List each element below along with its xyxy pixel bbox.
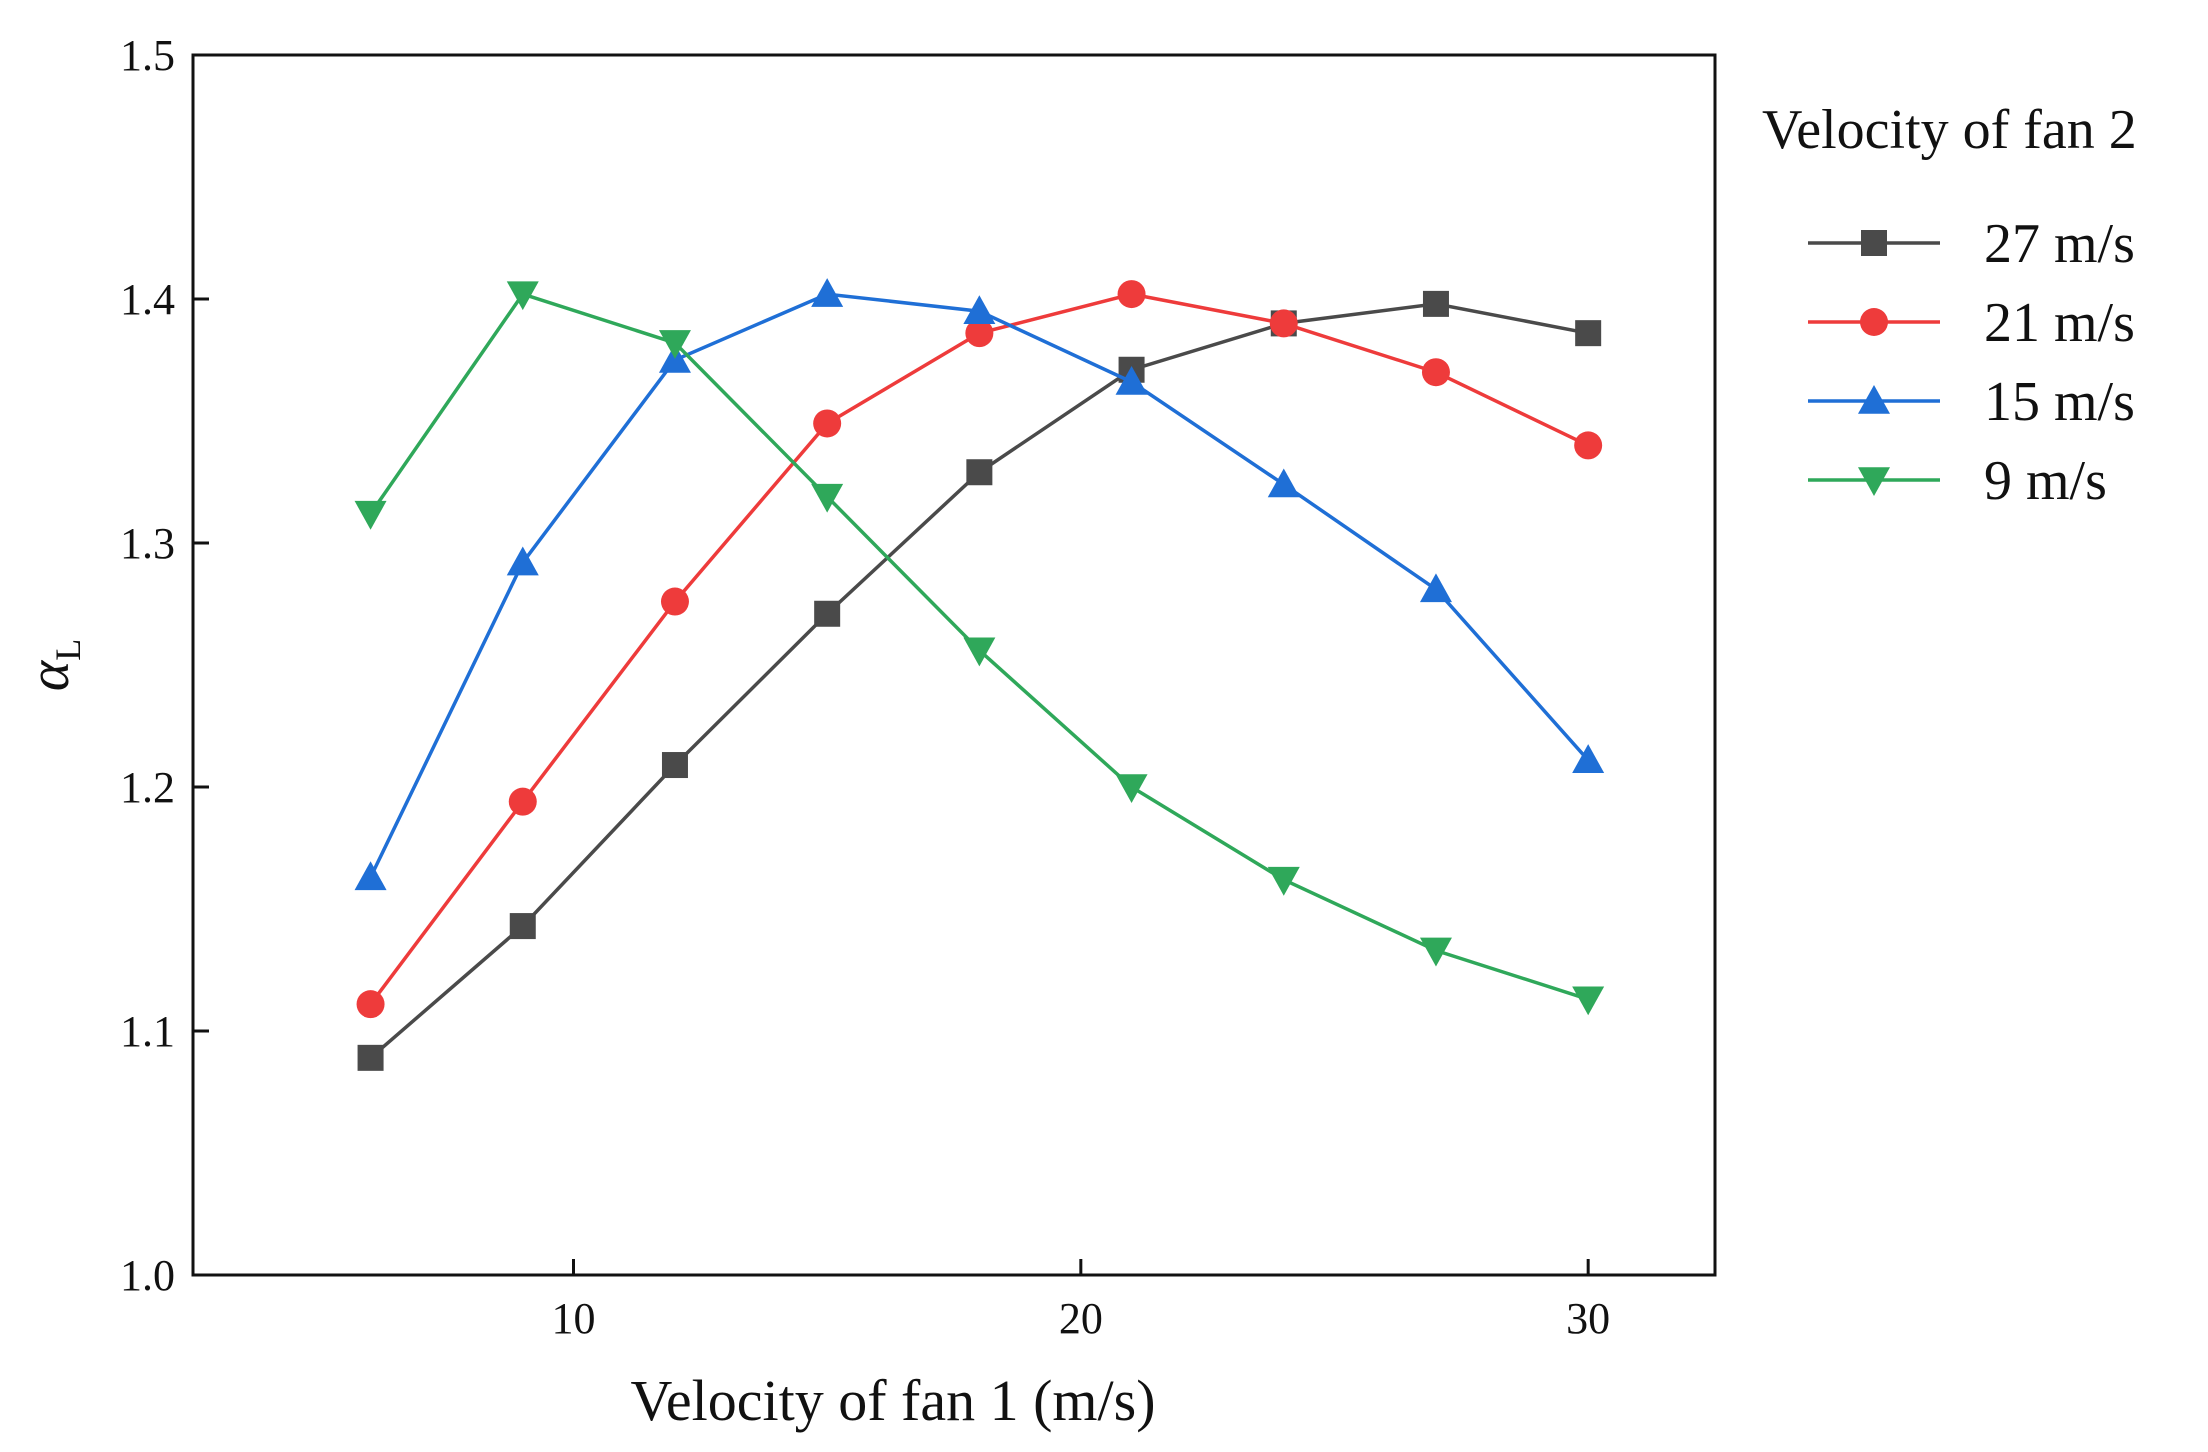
y-tick-label: 1.0 — [120, 1251, 175, 1300]
data-point — [1575, 320, 1602, 347]
data-point — [1117, 280, 1146, 309]
series-line — [369, 302, 1589, 1060]
data-point — [356, 990, 385, 1019]
x-tick-label: 20 — [1059, 1294, 1103, 1343]
data-point — [508, 787, 537, 816]
data-point — [506, 546, 539, 576]
legend-title: Velocity of fan 2 — [1762, 99, 2137, 161]
y-tick-label: 1.4 — [120, 275, 175, 324]
x-axis-ticks: 10 20 30 — [552, 1259, 1610, 1343]
y-tick-label: 1.3 — [120, 519, 175, 568]
legend-label: 15 m/s — [1984, 371, 2135, 433]
data-point — [1572, 744, 1605, 773]
data-point — [1115, 774, 1148, 803]
data-point — [1572, 986, 1605, 1016]
y-tick-label: 1.5 — [120, 31, 175, 80]
data-point — [963, 637, 996, 667]
data-point — [509, 913, 536, 940]
x-axis-title: Velocity of fan 1 (m/s) — [630, 1368, 1155, 1433]
x-tick-label: 10 — [552, 1294, 596, 1343]
legend-entry: 21 m/s — [1808, 292, 2135, 354]
data-point — [506, 281, 539, 311]
data-point — [965, 319, 994, 348]
data-point — [354, 500, 387, 530]
data-point — [357, 1044, 384, 1071]
y-tick-label: 1.1 — [120, 1007, 175, 1056]
legend-label: 27 m/s — [1984, 213, 2135, 275]
data-point — [814, 600, 841, 627]
data-point — [1421, 358, 1450, 387]
data-point — [660, 587, 689, 616]
data-point — [1115, 365, 1148, 395]
legend-marker — [1861, 230, 1887, 256]
data-point — [963, 295, 996, 324]
data-point — [811, 483, 844, 513]
y-axis-ticks: 1.0 1.1 1.2 1.3 1.4 1.5 — [120, 31, 209, 1300]
series-3 — [354, 281, 1605, 1016]
legend-marker — [1858, 467, 1890, 496]
data-point — [1422, 290, 1449, 317]
x-tick-label: 30 — [1566, 1294, 1610, 1343]
data-point — [1267, 468, 1300, 498]
series-layer — [354, 278, 1605, 1071]
series-1 — [356, 280, 1603, 1019]
series-line — [368, 292, 1590, 879]
legend-label: 9 m/s — [1984, 450, 2107, 512]
data-point — [813, 409, 842, 438]
data-point — [1267, 866, 1300, 896]
legend-entry: 9 m/s — [1808, 450, 2107, 512]
legend: Velocity of fan 2 27 m/s 21 m/s 15 m/s 9 m/… — [1762, 99, 2137, 512]
plot-frame — [191, 53, 1717, 1277]
data-point — [1269, 309, 1298, 338]
data-point — [354, 861, 387, 891]
series-2 — [354, 278, 1605, 891]
y-tick-label: 1.2 — [120, 763, 175, 812]
legend-entry: 27 m/s — [1808, 213, 2135, 275]
data-point — [661, 752, 688, 779]
data-point — [1419, 937, 1452, 967]
data-point — [1419, 573, 1452, 603]
legend-marker — [1858, 385, 1890, 414]
series-0 — [357, 290, 1602, 1071]
data-point — [966, 459, 993, 486]
svg-text:αL: αL — [16, 639, 88, 691]
y-axis-subscript: L — [48, 639, 88, 661]
legend-marker — [1860, 308, 1888, 336]
data-point — [811, 278, 844, 307]
y-axis-symbol: α — [16, 659, 81, 691]
data-point — [658, 330, 691, 359]
y-axis-title: αL — [16, 639, 88, 691]
legend-entry: 15 m/s — [1808, 371, 2135, 433]
legend-label: 21 m/s — [1984, 292, 2135, 354]
data-point — [1574, 431, 1603, 460]
